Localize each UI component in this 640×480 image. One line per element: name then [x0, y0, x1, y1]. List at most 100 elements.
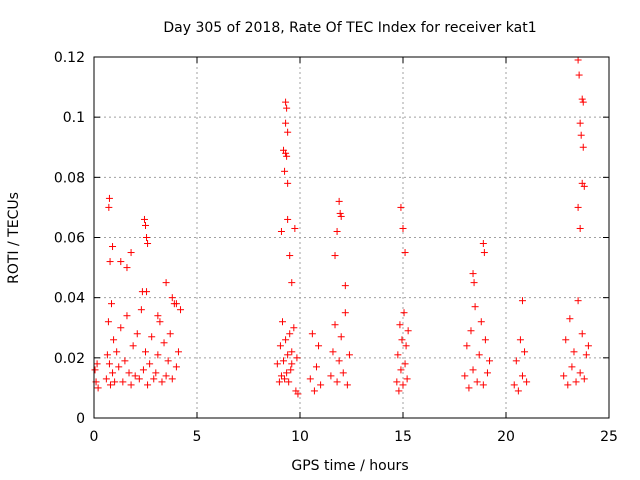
data-point — [570, 348, 578, 356]
data-point — [111, 378, 119, 386]
x-tick-label: 10 — [291, 429, 309, 445]
data-point — [158, 378, 166, 386]
data-point — [105, 194, 113, 202]
data-point — [129, 342, 137, 350]
data-point — [566, 315, 574, 323]
data-point — [293, 354, 301, 362]
x-tick-label: 20 — [497, 429, 515, 445]
data-point — [162, 372, 170, 380]
grid-lines — [94, 57, 609, 418]
y-tick-label: 0.06 — [54, 231, 85, 247]
data-point — [142, 348, 149, 356]
data-point — [518, 297, 526, 305]
data-point — [576, 369, 584, 377]
data-point — [564, 381, 572, 389]
data-point — [574, 297, 582, 305]
data-point — [127, 249, 135, 257]
x-tick-label: 25 — [600, 429, 618, 445]
data-point — [335, 197, 343, 205]
data-point — [575, 71, 583, 79]
data-point — [282, 149, 290, 157]
data-point — [469, 270, 477, 278]
data-point — [337, 212, 345, 220]
data-point — [403, 375, 411, 383]
data-point — [113, 348, 121, 356]
data-point — [473, 378, 481, 386]
data-point — [275, 378, 283, 386]
data-point — [285, 378, 293, 386]
data-point — [144, 381, 152, 389]
data-point — [280, 357, 288, 365]
data-point — [140, 215, 148, 223]
data-point — [177, 306, 185, 314]
data-point — [578, 179, 586, 187]
data-point — [168, 375, 176, 383]
data-point — [399, 381, 407, 389]
data-point — [401, 249, 409, 257]
data-point — [560, 372, 568, 380]
data-point — [333, 378, 341, 386]
data-point — [133, 330, 141, 338]
data-point — [579, 143, 587, 151]
data-point — [469, 366, 477, 374]
data-point — [562, 336, 570, 344]
data-point — [104, 318, 112, 326]
data-point — [288, 348, 296, 356]
data-point — [329, 348, 337, 356]
data-point — [106, 258, 114, 266]
data-point — [143, 234, 151, 241]
data-point — [312, 363, 320, 371]
data-point — [109, 243, 117, 251]
data-point — [282, 336, 290, 344]
data-point — [331, 321, 339, 329]
data-point — [479, 240, 487, 248]
data-point — [283, 104, 291, 112]
data-point — [479, 381, 487, 389]
data-point — [123, 312, 131, 320]
data-point — [394, 351, 402, 359]
data-point — [146, 360, 154, 368]
data-point — [138, 288, 146, 296]
data-point — [117, 324, 125, 332]
data-point — [580, 375, 588, 383]
data-point — [273, 360, 281, 368]
data-point — [103, 351, 111, 359]
data-point — [345, 351, 353, 359]
data-point — [142, 221, 149, 229]
data-point — [282, 98, 290, 106]
data-point — [516, 336, 524, 344]
y-tick-label: 0.1 — [63, 110, 85, 126]
data-point — [470, 279, 478, 287]
data-point — [514, 387, 522, 395]
data-point — [315, 342, 323, 350]
data-point — [467, 327, 475, 335]
data-point — [578, 95, 586, 103]
data-point — [102, 375, 110, 383]
data-point — [308, 330, 316, 338]
data-point — [576, 224, 584, 232]
data-point — [521, 348, 529, 356]
data-point — [290, 324, 298, 332]
data-point — [286, 330, 294, 338]
y-tick-label: 0.08 — [54, 170, 85, 186]
data-point — [291, 224, 299, 232]
data-point — [281, 375, 289, 383]
data-point — [127, 381, 135, 389]
data-point — [523, 378, 531, 386]
data-point — [461, 372, 469, 380]
data-point — [294, 390, 302, 398]
data-point — [278, 318, 286, 326]
data-point — [568, 363, 576, 371]
y-tick-label: 0.04 — [54, 291, 85, 307]
data-point — [154, 351, 162, 359]
data-point — [393, 378, 401, 386]
data-point — [152, 369, 160, 377]
data-point — [91, 366, 99, 374]
data-point — [400, 309, 408, 317]
x-axis-label: GPS time / hours — [291, 458, 408, 474]
data-point — [108, 300, 116, 308]
data-point — [94, 384, 102, 392]
data-point — [105, 360, 113, 368]
data-points — [91, 56, 592, 398]
